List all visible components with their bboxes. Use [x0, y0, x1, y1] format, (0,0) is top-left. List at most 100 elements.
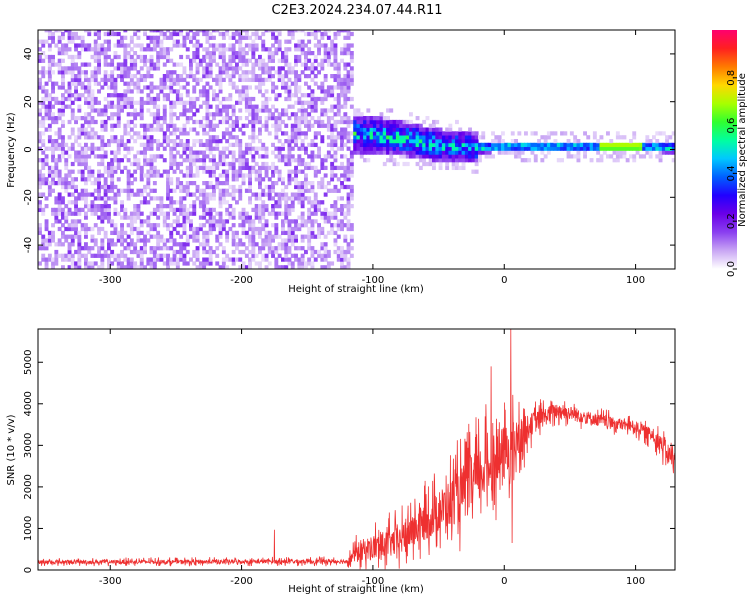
heatmap-cell: [169, 74, 174, 79]
heatmap-cell: [231, 192, 236, 197]
heatmap-cell: [330, 135, 335, 140]
heatmap-cell: [349, 238, 354, 243]
heatmap-cell: [159, 253, 164, 258]
heatmap-cell: [129, 54, 134, 60]
heatmap-cell: [497, 139, 502, 144]
heatmap-cell: [198, 89, 203, 94]
heatmap-cell: [409, 146, 413, 151]
heatmap-cell: [307, 161, 312, 167]
heatmap-cell: [304, 31, 308, 37]
heatmap-cell: [129, 89, 134, 94]
heatmap-cell: [120, 74, 124, 79]
heatmap-cell: [274, 154, 279, 159]
heatmap-cell: [251, 246, 256, 251]
heatmap-cell: [175, 249, 180, 255]
heatmap-cell: [225, 146, 230, 151]
heatmap-cell: [464, 142, 469, 148]
heatmap-cell: [517, 131, 522, 136]
heatmap-cell: [221, 77, 226, 83]
heatmap-cell: [84, 85, 88, 90]
heatmap-cell: [625, 158, 630, 163]
heatmap-cell: [287, 142, 292, 148]
heatmap-cell: [294, 74, 298, 79]
heatmap-cell: [241, 58, 246, 63]
heatmap-cell: [284, 265, 289, 269]
heatmap-cell: [103, 112, 108, 117]
heatmap-cell: [294, 219, 298, 224]
heatmap-cell: [139, 150, 144, 155]
heatmap-cell: [323, 253, 328, 258]
heatmap-cell: [323, 43, 328, 48]
heatmap-cell: [38, 246, 42, 251]
heatmap-cell: [284, 242, 289, 247]
heatmap-cell: [116, 112, 121, 117]
heatmap-cell: [274, 181, 279, 186]
heatmap-cell: [386, 146, 390, 151]
heatmap-cell: [326, 116, 331, 121]
heatmap-cell: [297, 261, 302, 266]
heatmap-cell: [47, 58, 52, 63]
heatmap-cell: [129, 261, 134, 266]
heatmap-cell: [244, 246, 249, 251]
heatmap-cell: [70, 192, 75, 197]
heatmap-cell: [261, 207, 266, 213]
heatmap-cell: [57, 135, 62, 140]
heatmap-cell: [333, 242, 338, 247]
heatmap-cell: [116, 146, 121, 151]
heatmap-cell: [284, 47, 289, 52]
heatmap-cell: [238, 47, 243, 52]
heatmap-cell: [241, 89, 246, 94]
heatmap-cell: [47, 43, 52, 48]
heatmap-cell: [484, 154, 489, 159]
heatmap-cell: [372, 127, 377, 132]
heatmap-cell: [97, 43, 101, 48]
heatmap-cell: [212, 139, 216, 144]
heatmap-cell: [136, 207, 141, 213]
heatmap-cell: [67, 192, 72, 197]
heatmap-cell: [218, 112, 223, 117]
heatmap-cell: [294, 116, 298, 121]
heatmap-cell: [392, 142, 397, 148]
heatmap-cell: [313, 31, 318, 37]
heatmap-cell: [583, 150, 587, 155]
heatmap-cell: [143, 242, 147, 247]
heatmap-cell: [297, 161, 302, 167]
heatmap-cell: [64, 215, 69, 220]
heatmap-cell: [225, 131, 230, 136]
heatmap-cell: [195, 81, 200, 86]
heatmap-cell: [304, 219, 308, 224]
heatmap-cell: [172, 154, 177, 159]
heatmap-cell: [129, 66, 134, 71]
heatmap-cell: [313, 142, 318, 148]
heatmap-cell: [44, 242, 49, 247]
heatmap-cell: [107, 100, 111, 105]
heatmap-cell: [51, 146, 55, 151]
heatmap-cell: [175, 207, 180, 213]
heatmap-cell: [38, 108, 42, 113]
heatmap-cell: [359, 112, 364, 117]
spectrogram-x-tick-label: -200: [230, 275, 253, 286]
heatmap-cell: [80, 70, 85, 75]
heatmap-cell: [90, 47, 95, 52]
heatmap-cell: [195, 139, 200, 144]
heatmap-cell: [110, 58, 115, 63]
heatmap-cell: [491, 142, 495, 148]
heatmap-cell: [162, 204, 167, 209]
heatmap-cell: [323, 242, 328, 247]
heatmap-cell: [300, 253, 305, 258]
heatmap-cell: [336, 131, 341, 136]
heatmap-cell: [152, 246, 157, 251]
heatmap-cell: [241, 215, 246, 220]
heatmap-cell: [294, 142, 298, 148]
heatmap-cell: [251, 116, 256, 121]
heatmap-cell: [123, 96, 128, 102]
heatmap-cell: [320, 257, 325, 262]
heatmap-cell: [409, 139, 413, 144]
heatmap-cell: [304, 112, 308, 117]
heatmap-cell: [297, 54, 302, 60]
heatmap-cell: [156, 139, 161, 144]
heatmap-cell: [307, 211, 312, 216]
snr-x-tick-label: 0: [501, 576, 507, 587]
heatmap-cell: [198, 150, 203, 155]
heatmap-cell: [212, 96, 216, 102]
